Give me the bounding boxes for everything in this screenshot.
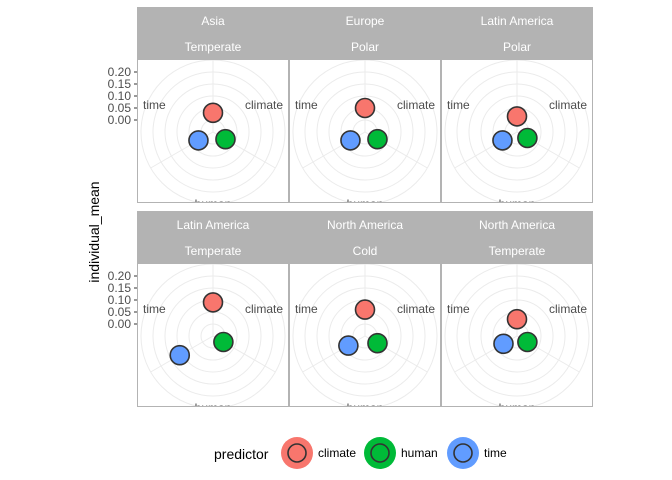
data-point-time xyxy=(338,335,359,356)
axis-category-label: human xyxy=(347,401,384,415)
axis-category-label: human xyxy=(195,401,232,415)
axis-category-label: human xyxy=(499,197,536,211)
data-point-time xyxy=(493,333,514,355)
data-point-climate xyxy=(354,299,376,320)
data-point-human xyxy=(517,127,538,149)
axis-category-label: human xyxy=(195,197,232,211)
axis-category-label: climate xyxy=(549,302,587,316)
data-point-time xyxy=(340,130,361,151)
legend-label-time: time xyxy=(484,446,507,460)
data-point-human xyxy=(517,331,538,353)
legend-key-time xyxy=(447,437,479,469)
y-tick-label: 0.20 xyxy=(108,65,132,79)
y-axes: 0.000.050.100.150.200.000.050.100.150.20 xyxy=(108,65,137,331)
axis-category-label: time xyxy=(447,98,470,112)
y-tick-label: 0.05 xyxy=(108,101,132,115)
data-point-climate xyxy=(354,97,376,119)
grid-circle-outer xyxy=(444,60,590,202)
legend-key-human xyxy=(364,437,396,469)
axis-category-label: time xyxy=(295,302,318,316)
grid-circle-outer xyxy=(292,60,438,202)
facet-strip xyxy=(441,211,593,263)
data-point-human xyxy=(213,331,234,353)
y-axis-label: individual_mean xyxy=(86,181,102,282)
axis-category-label: time xyxy=(143,302,166,316)
facet-strip-climate: Temperate xyxy=(489,244,546,258)
facet-strip-climate: Temperate xyxy=(185,244,242,258)
facet-strip-region: Latin America xyxy=(177,218,250,232)
grid-circle-outer xyxy=(140,264,286,406)
axis-category-label: climate xyxy=(245,98,283,112)
grid-circle-outer xyxy=(140,60,286,202)
facet-strip xyxy=(289,7,441,59)
data-point-time xyxy=(169,344,191,366)
y-tick-label: 0.15 xyxy=(108,77,132,91)
legend-key-climate xyxy=(281,437,313,469)
legend-key-ring xyxy=(370,443,390,463)
facet-strip-region: Latin America xyxy=(481,14,554,28)
facet-strip-region: North America xyxy=(479,218,555,232)
facet-strip xyxy=(441,7,593,59)
facet-panel: North America Temperate climate human time xyxy=(441,211,593,415)
grid-circle-outer xyxy=(292,264,438,406)
y-tick-label: 0.10 xyxy=(108,293,132,307)
legend-label-climate: climate xyxy=(318,446,356,460)
legend-key-ring xyxy=(453,443,473,463)
axis-category-label: time xyxy=(447,302,470,316)
legend: predictor climate human time xyxy=(214,437,507,469)
axis-category-label: climate xyxy=(397,98,435,112)
facet-strip-climate: Cold xyxy=(353,244,378,258)
axis-category-label: time xyxy=(143,98,166,112)
axis-category-label: climate xyxy=(397,302,435,316)
facet-panel: Asia Temperate climate human time xyxy=(137,7,289,211)
facet-strip xyxy=(137,211,289,263)
facet-strip-region: Europe xyxy=(346,14,385,28)
facet-strip-climate: Polar xyxy=(503,40,531,54)
facet-panel: Europe Polar climate human time xyxy=(289,7,441,211)
data-point-human xyxy=(367,332,388,354)
legend-key-ring xyxy=(287,443,307,463)
data-point-climate xyxy=(202,292,224,313)
data-point-time xyxy=(188,130,209,151)
facet-strip-climate: Temperate xyxy=(185,40,242,54)
legend-label-human: human xyxy=(401,446,438,460)
y-tick-label: 0.20 xyxy=(108,269,132,283)
facet-panel: Latin America Polar climate human time xyxy=(441,7,593,211)
facet-strip-region: North America xyxy=(327,218,403,232)
y-tick-label: 0.05 xyxy=(108,305,132,319)
facet-strip-region: Asia xyxy=(201,14,225,28)
grid-circle-outer xyxy=(444,264,590,406)
axis-category-label: time xyxy=(295,98,318,112)
axis-category-label: climate xyxy=(245,302,283,316)
y-tick-label: 0.00 xyxy=(108,113,132,127)
facet-panel: North America Cold climate human time xyxy=(289,211,441,415)
y-tick-label: 0.15 xyxy=(108,281,132,295)
facet-strip xyxy=(289,211,441,263)
data-point-climate xyxy=(506,308,528,330)
data-point-human xyxy=(215,128,236,150)
axis-category-label: climate xyxy=(549,98,587,112)
legend-title: predictor xyxy=(214,446,269,462)
y-tick-label: 0.10 xyxy=(108,89,132,103)
data-point-climate xyxy=(506,106,528,127)
facet-panel: Latin America Temperate climate human time xyxy=(137,211,289,415)
y-tick-label: 0.00 xyxy=(108,317,132,331)
data-point-time xyxy=(492,130,513,151)
facet-strip xyxy=(137,7,289,59)
data-point-human xyxy=(367,128,388,150)
axis-category-label: human xyxy=(499,401,536,415)
panels: Asia Temperate climate human time Europe Polar… xyxy=(137,7,593,415)
axis-category-label: human xyxy=(347,197,384,211)
facet-strip-climate: Polar xyxy=(351,40,379,54)
data-point-climate xyxy=(202,102,224,124)
